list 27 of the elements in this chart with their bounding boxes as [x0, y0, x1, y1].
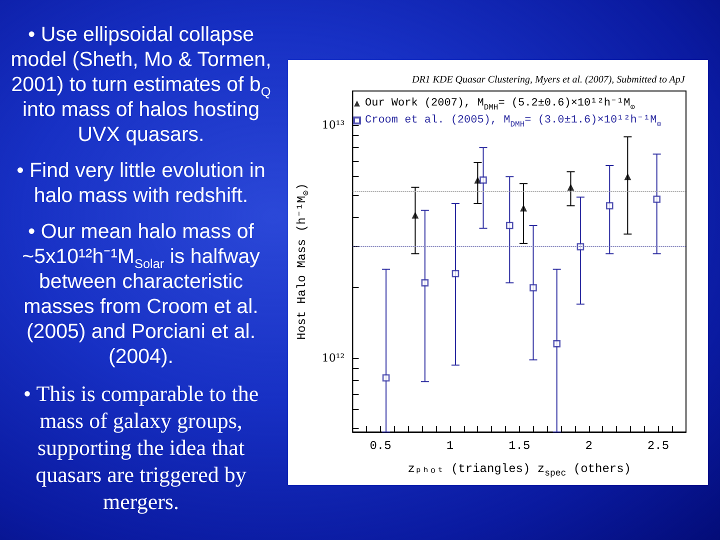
text: • Our mean halo mass of ~5x10¹²h⁻¹M$_{Solar}$ is halfway between characteristic masses from Croom et al. (2005) and Porciani et al. (2004).	[21, 219, 261, 369]
point	[480, 176, 487, 184]
point	[653, 196, 660, 203]
point	[506, 222, 514, 230]
point	[452, 270, 460, 278]
x-tick-label: 1	[446, 439, 454, 453]
point	[606, 202, 614, 210]
x-tick-label: 1.5	[508, 439, 530, 453]
chart-title: DR1 KDE Quasar Clustering, Myers et al. (2007), Submitted to ApJ	[410, 74, 686, 86]
point	[530, 284, 537, 292]
x-tick-label: 2.5	[647, 439, 670, 453]
text: • Use ellipsoidal collapse model (Sheth, Mo & Tormen, 2001) to turn estimates of b$_{Q}$ into mass of halos hosting UVX quasars.	[10, 22, 272, 147]
point	[382, 374, 390, 382]
y-tick-label: 10¹³	[322, 118, 345, 132]
point	[412, 212, 419, 219]
point	[624, 173, 632, 180]
text: • Find very little evolution in halo mass with redshift.	[16, 158, 266, 208]
point	[567, 184, 574, 191]
y-axis-title: Host Halo Mass (h⁻¹M⊙)	[295, 183, 312, 340]
x-tick-label: 0.5	[370, 439, 392, 453]
point	[421, 279, 429, 286]
x-tick-label: 2	[585, 439, 592, 453]
text: • This is comparable to the mass of galaxy groups, supporting the idea that quasars are triggered by mergers.	[22, 380, 260, 515]
point	[553, 340, 561, 348]
point	[576, 243, 584, 250]
point	[520, 204, 528, 212]
y-tick-label: 10¹²	[322, 351, 345, 364]
